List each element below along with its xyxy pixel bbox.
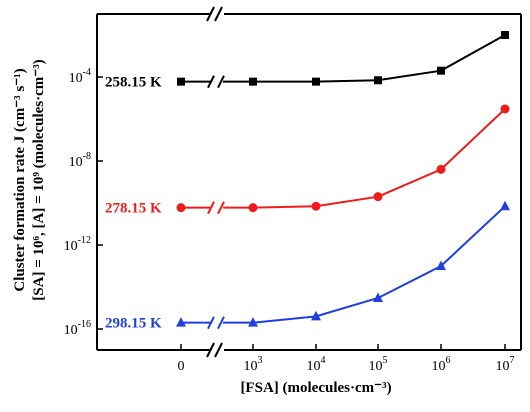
plot-frame — [96, 13, 522, 351]
axis-breaks — [206, 6, 223, 358]
y-axis: 10-4 10-8 10-12 10-16 — [64, 67, 103, 338]
data-point — [311, 201, 321, 211]
data-point — [248, 203, 258, 213]
data-point — [374, 76, 382, 85]
data-point — [248, 317, 258, 327]
data-point — [176, 203, 186, 213]
bottom-axis-break — [206, 342, 223, 358]
y-axis-title-line1: Cluster formation rate J (cm⁻³ s⁻¹) — [12, 68, 28, 291]
data-point — [436, 260, 446, 270]
data-point — [437, 66, 445, 75]
data-point — [311, 310, 321, 321]
series-line — [223, 108, 506, 209]
data-point — [312, 77, 320, 86]
series-break — [217, 75, 225, 89]
data-point — [176, 317, 186, 327]
data-point — [436, 164, 446, 174]
x-axis-title: [FSA] (molecules·cm⁻³) — [240, 380, 391, 396]
series-label: 298.15 K — [105, 316, 162, 332]
series-line — [223, 205, 506, 324]
x-tick-label: 0 — [178, 359, 185, 374]
series-break — [207, 75, 215, 89]
data-point — [249, 77, 257, 86]
x-tick-label: 104 — [307, 355, 326, 374]
x-tick-label: 107 — [496, 355, 515, 374]
x-axis: 0 103 104 105 106 107 — [178, 344, 515, 374]
series-label: 258.15 K — [105, 75, 162, 91]
data-point — [177, 77, 185, 86]
series-break — [207, 201, 215, 215]
y-tick-label: 10-12 — [64, 235, 91, 254]
data-point — [501, 31, 509, 39]
data-point — [373, 192, 383, 202]
top-axis-break — [206, 6, 223, 22]
series-label: 278.15 K — [105, 201, 162, 217]
y-tick-label: 10-4 — [69, 67, 91, 86]
series-break — [217, 316, 225, 330]
series-line — [223, 34, 506, 83]
x-tick-label: 105 — [369, 355, 388, 374]
y-axis-title-line2: [SA] = 10⁶, [A] = 10⁹ (molecules·cm⁻³) — [31, 59, 47, 300]
series-1 — [177, 31, 509, 89]
data-point — [500, 200, 510, 211]
data-point — [500, 104, 510, 114]
y-tick-label: 10-16 — [64, 319, 91, 338]
series-group — [176, 31, 510, 330]
series-labels: 258.15 K 278.15 K 298.15 K — [105, 75, 162, 332]
x-tick-label: 106 — [432, 355, 451, 374]
series-2 — [176, 104, 510, 215]
series-break — [207, 316, 215, 330]
series-3 — [176, 200, 510, 330]
series-break — [217, 201, 225, 215]
x-tick-label: 103 — [244, 355, 263, 374]
data-point — [373, 292, 383, 302]
y-tick-label: 10-8 — [69, 151, 91, 170]
